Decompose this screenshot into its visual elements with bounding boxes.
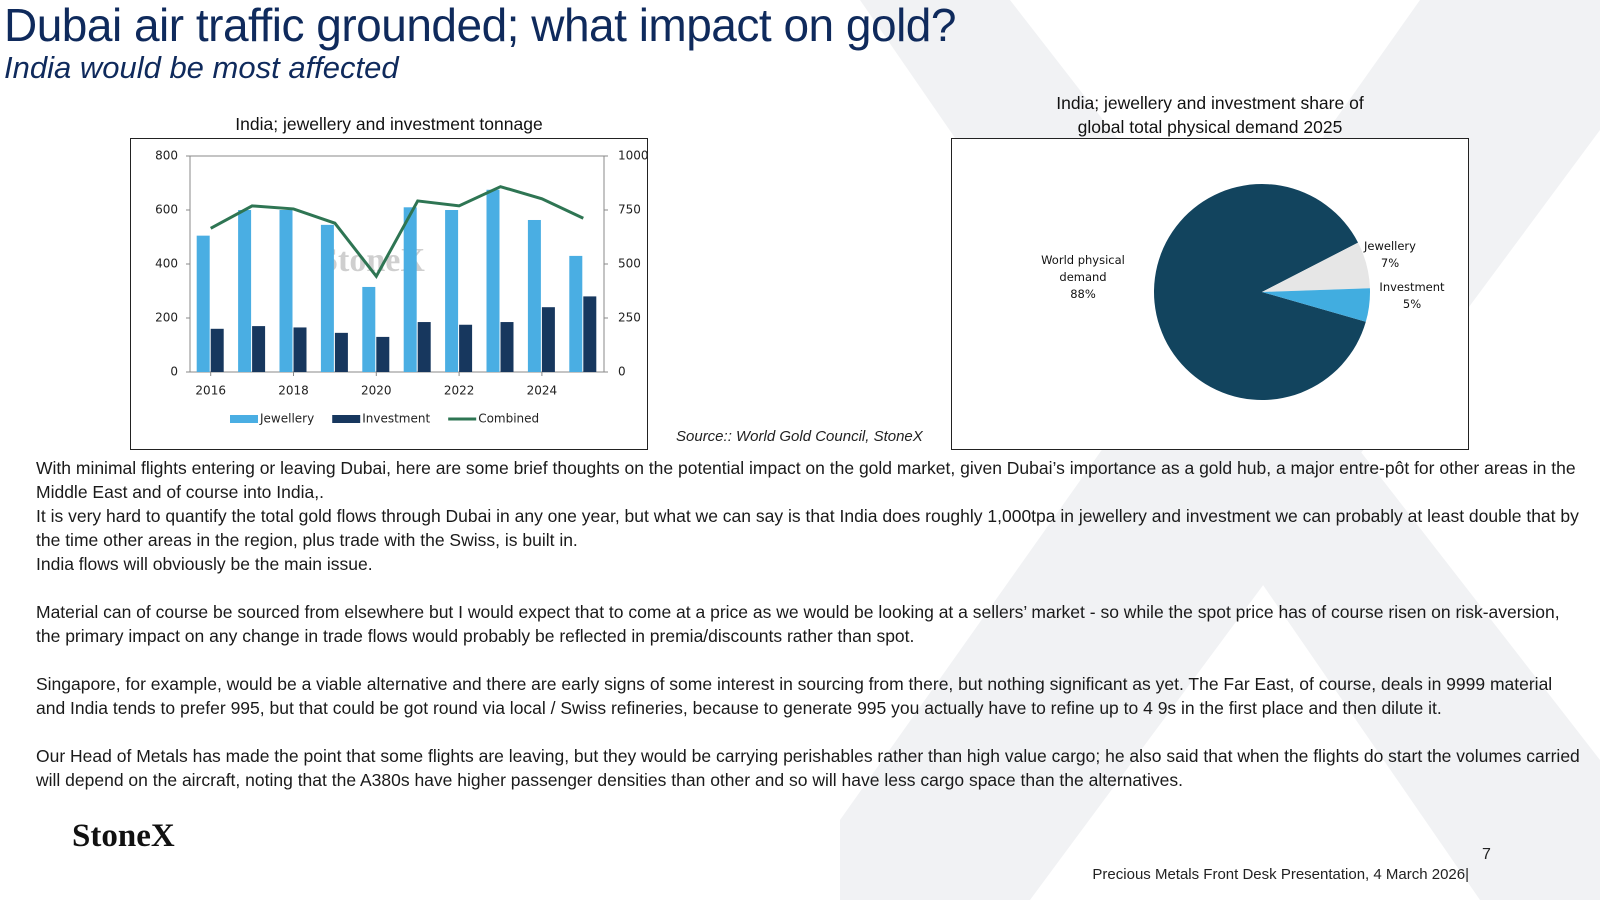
bar xyxy=(279,210,293,372)
pie-chart xyxy=(951,138,1469,450)
bar xyxy=(252,326,266,372)
page-number: 7 xyxy=(1482,846,1491,863)
combined-line xyxy=(209,185,584,280)
body-text: With minimal flights entering or leaving… xyxy=(36,456,1581,816)
bar xyxy=(238,210,252,372)
pie-slice xyxy=(1154,184,1366,400)
pie-slice xyxy=(1262,288,1370,322)
bar xyxy=(417,322,431,372)
pie-category: Jewellery xyxy=(1364,239,1416,253)
x-tick-label: 2022 xyxy=(444,384,475,398)
source-note: Source:: World Gold Council, StoneX xyxy=(676,428,923,445)
text-line: Our Head of Metals has made the point th… xyxy=(36,746,1580,790)
bar xyxy=(500,322,514,372)
slide-subtitle: India would be most affected xyxy=(4,50,399,85)
pie-value-label: 7% xyxy=(1380,256,1400,270)
bar xyxy=(459,324,473,372)
pie-category: World physical demand xyxy=(1041,253,1125,284)
bar-chart: 0 200 400 600 800 0 250 500 750 1000 2016 2018 2020 2… xyxy=(130,138,648,450)
y2-tick-label: 0 xyxy=(618,365,626,379)
x-tick-label: 2016 xyxy=(195,384,226,398)
slide-title: Dubai air traffic grounded; what impact … xyxy=(4,0,956,51)
y2-tick-label: 1000 xyxy=(618,149,648,163)
pie-slice xyxy=(1262,242,1370,292)
text-line: Material can of course be sourced from e… xyxy=(36,602,1560,646)
bar xyxy=(445,210,459,372)
bar xyxy=(527,219,541,372)
bar xyxy=(541,307,555,372)
y2-tick-label: 750 xyxy=(618,203,641,217)
pie-value-label: 5% xyxy=(1402,297,1422,311)
chart-title: India; jewellery and investment share of… xyxy=(1056,93,1364,137)
legend-label: Investment xyxy=(362,412,430,426)
bar xyxy=(334,332,348,372)
bar xyxy=(403,207,417,372)
text-line: India flows will obviously be the main i… xyxy=(36,554,373,574)
legend-swatch xyxy=(230,415,258,423)
bar xyxy=(293,327,307,372)
pie-value-label: 88% xyxy=(1070,287,1096,301)
y-tick-label: 200 xyxy=(155,311,178,325)
pie-label: Investment 5% xyxy=(1372,279,1452,313)
y-tick-label: 800 xyxy=(155,149,178,163)
bar xyxy=(486,189,500,372)
legend-label: Combined xyxy=(478,412,539,426)
pie-label: World physical demand 88% xyxy=(1033,252,1133,303)
paragraph: Our Head of Metals has made the point th… xyxy=(36,744,1581,792)
paragraph: Material can of course be sourced from e… xyxy=(36,600,1581,648)
bar xyxy=(210,328,224,372)
bar xyxy=(320,224,334,372)
y-tick-label: 400 xyxy=(155,257,178,271)
y-tick-label: 0 xyxy=(170,365,178,379)
bar xyxy=(362,286,376,372)
x-tick-label: 2024 xyxy=(527,384,558,398)
y2-tick-label: 500 xyxy=(618,257,641,271)
text-line: With minimal flights entering or leaving… xyxy=(36,458,1576,502)
footer: Precious Metals Front Desk Presentation,… xyxy=(1092,866,1469,883)
bar xyxy=(196,235,210,372)
x-tick-label: 2018 xyxy=(278,384,309,398)
pie-label: Jewellery 7% xyxy=(1350,238,1430,272)
y2-tick-label: 250 xyxy=(618,311,641,325)
text-line: It is very hard to quantify the total go… xyxy=(36,506,1579,550)
legend-label: Jewellery xyxy=(259,412,314,426)
paragraph: Singapore, for example, would be a viabl… xyxy=(36,672,1581,720)
logo: StoneX xyxy=(72,818,175,854)
paragraph: With minimal flights entering or leaving… xyxy=(36,456,1581,576)
bar xyxy=(569,255,583,372)
text-line: Singapore, for example, would be a viabl… xyxy=(36,674,1553,718)
chart-title: India; jewellery and investment tonnage xyxy=(235,114,543,134)
legend-swatch xyxy=(332,415,361,423)
bar xyxy=(583,296,597,372)
x-tick-label: 2020 xyxy=(361,384,392,398)
bar xyxy=(376,336,390,372)
y-tick-label: 600 xyxy=(155,203,178,217)
pie-category: Investment xyxy=(1379,280,1445,294)
